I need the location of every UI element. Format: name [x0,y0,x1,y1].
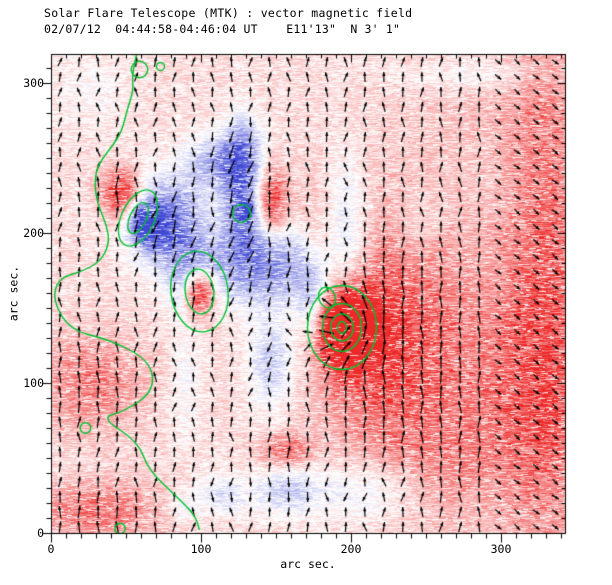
x-tick-label: 200 [340,542,362,556]
plot-subtitle: 02/07/12 04:44:58-04:46:04 UT E11'13" N … [44,22,401,36]
x-tick-label: 300 [490,542,512,556]
x-tick-label: 0 [47,542,55,556]
plot-title: Solar Flare Telescope (MTK) : vector mag… [44,6,413,20]
y-tick-label: 100 [23,376,44,390]
y-tick-label: 0 [37,526,44,540]
y-tick-label: 200 [23,226,44,240]
x-tick-label: 100 [190,542,212,556]
x-axis-label: arc sec. [280,557,336,571]
y-tick-label: 300 [23,76,44,90]
y-axis-label: arc sec. [6,265,21,322]
